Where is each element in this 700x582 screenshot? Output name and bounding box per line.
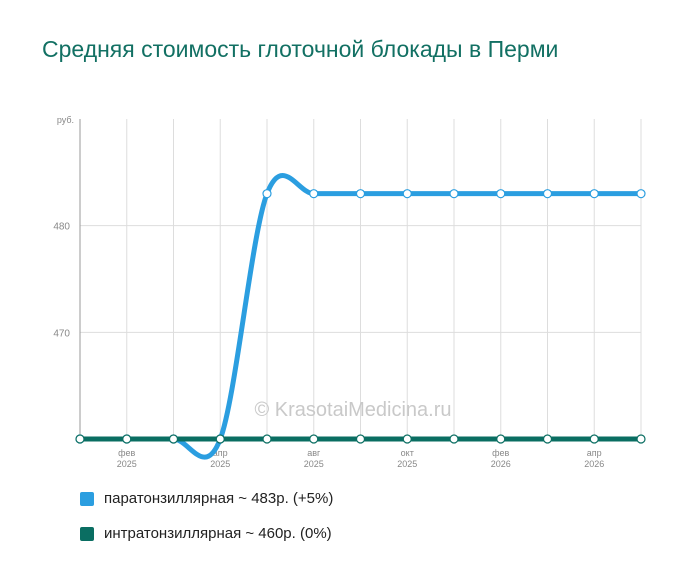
data-point bbox=[262, 434, 272, 444]
legend-label-paratonsillar: паратонзиллярная ~ 483р. (+5%) bbox=[104, 490, 334, 507]
data-point bbox=[402, 434, 412, 444]
data-point bbox=[355, 189, 366, 199]
data-point bbox=[75, 434, 85, 444]
x-tick-label: окт bbox=[401, 448, 414, 458]
data-point bbox=[168, 434, 179, 444]
legend-label-intratonsillar: интратонзиллярная ~ 460р. (0%) bbox=[104, 525, 332, 542]
x-tick-label-year: 2025 bbox=[304, 459, 324, 469]
x-tick-label-year: 2025 bbox=[397, 459, 417, 469]
data-point bbox=[449, 189, 459, 199]
data-point bbox=[589, 434, 599, 444]
data-point bbox=[636, 434, 646, 444]
data-point bbox=[542, 434, 553, 444]
x-tick-label-year: 2026 bbox=[584, 459, 604, 469]
grid bbox=[80, 119, 642, 439]
y-tick-label: 470 bbox=[53, 328, 70, 339]
data-point bbox=[542, 189, 553, 199]
x-tick-label: фев bbox=[118, 448, 135, 458]
data-point bbox=[402, 189, 412, 199]
data-point bbox=[122, 434, 132, 444]
x-tick-label: апр bbox=[213, 448, 228, 458]
x-tick-label: фев bbox=[492, 448, 509, 458]
data-point bbox=[355, 434, 366, 444]
x-tick-label: апр bbox=[587, 448, 602, 458]
legend-item-paratonsillar[interactable]: паратонзиллярная ~ 483р. (+5%) bbox=[80, 490, 333, 507]
x-tick-label: авг bbox=[307, 448, 321, 458]
watermark: © KrasotaiMedicina.ru bbox=[254, 399, 451, 421]
y-axis-labels: 470 480 руб. bbox=[53, 115, 74, 339]
data-point bbox=[309, 434, 319, 444]
legend-swatch-intratonsillar bbox=[80, 526, 94, 541]
data-point bbox=[636, 189, 646, 199]
x-tick-label-year: 2026 bbox=[491, 459, 511, 469]
y-tick-label: 480 bbox=[53, 222, 70, 233]
data-point bbox=[496, 189, 506, 199]
legend-swatch-paratonsillar bbox=[80, 491, 94, 506]
x-tick-label-year: 2025 bbox=[117, 459, 137, 469]
data-point bbox=[215, 434, 225, 444]
y-unit-label: руб. bbox=[57, 115, 74, 125]
data-point bbox=[262, 189, 272, 199]
legend-item-intratonsillar[interactable]: интратонзиллярная ~ 460р. (0%) bbox=[80, 525, 332, 542]
data-point bbox=[449, 434, 459, 444]
chart-title: Средняя стоимость глоточной блокады в Пе… bbox=[42, 36, 559, 62]
data-point bbox=[496, 434, 506, 444]
data-point bbox=[309, 189, 319, 199]
x-axis-labels: фев2025апр2025авг2025окт2025фев2026апр20… bbox=[117, 448, 605, 469]
series-layer bbox=[75, 173, 646, 460]
x-tick-label-year: 2025 bbox=[210, 459, 230, 469]
data-point bbox=[589, 189, 599, 199]
